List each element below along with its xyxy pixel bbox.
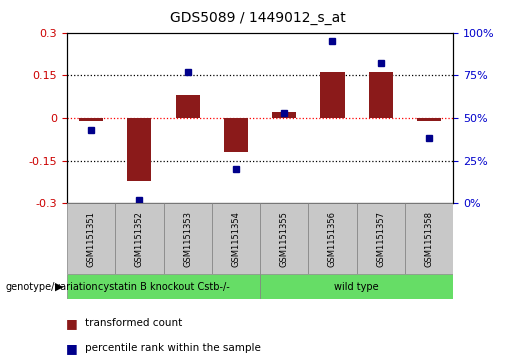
Bar — [356, 203, 405, 274]
Text: ■: ■ — [66, 342, 78, 355]
Text: GSM1151356: GSM1151356 — [328, 211, 337, 267]
Text: GSM1151353: GSM1151353 — [183, 211, 192, 267]
Bar — [67, 203, 115, 274]
Bar — [260, 203, 308, 274]
Bar — [405, 203, 453, 274]
Bar — [67, 274, 260, 299]
Bar — [272, 112, 296, 118]
Bar — [212, 203, 260, 274]
Text: genotype/variation: genotype/variation — [5, 282, 98, 292]
Text: GDS5089 / 1449012_s_at: GDS5089 / 1449012_s_at — [169, 11, 346, 25]
Bar — [308, 203, 356, 274]
Text: ▶: ▶ — [55, 282, 63, 292]
Text: ■: ■ — [66, 317, 78, 330]
Text: GSM1151357: GSM1151357 — [376, 211, 385, 267]
Bar — [320, 73, 345, 118]
Bar — [417, 118, 441, 121]
Bar — [163, 203, 212, 274]
Bar — [115, 203, 163, 274]
Text: GSM1151358: GSM1151358 — [424, 211, 434, 267]
Text: cystatin B knockout Cstb-/-: cystatin B knockout Cstb-/- — [98, 282, 229, 292]
Text: GSM1151352: GSM1151352 — [135, 211, 144, 266]
Bar — [176, 95, 200, 118]
Text: transformed count: transformed count — [85, 318, 182, 328]
Text: wild type: wild type — [334, 282, 379, 292]
Bar — [224, 118, 248, 152]
Text: GSM1151354: GSM1151354 — [231, 211, 241, 266]
Bar — [127, 118, 151, 180]
Text: GSM1151351: GSM1151351 — [87, 211, 96, 266]
Bar — [260, 274, 453, 299]
Text: GSM1151355: GSM1151355 — [280, 211, 289, 266]
Text: percentile rank within the sample: percentile rank within the sample — [85, 343, 261, 354]
Bar — [369, 73, 393, 118]
Bar — [79, 118, 103, 121]
